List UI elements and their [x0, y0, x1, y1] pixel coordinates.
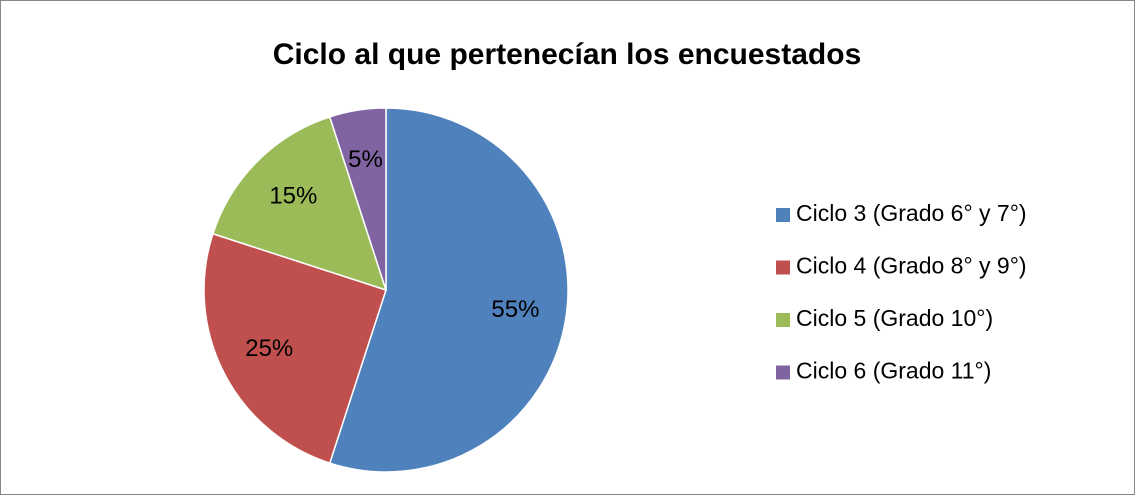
chart-title: Ciclo al que pertenecían los encuestados [273, 38, 862, 71]
legend-swatch [776, 260, 790, 275]
pie-slice [328, 107, 387, 291]
pie-slice [211, 115, 388, 292]
legend-label: Ciclo 3 (Grado 6° y 7°) [796, 200, 1027, 226]
legend-label: Ciclo 5 (Grado 10°) [796, 305, 993, 331]
legend-swatch [776, 208, 790, 222]
data-label: 25% [245, 335, 293, 362]
legend-label: Ciclo 6 (Grado 11°) [796, 358, 991, 384]
legend-swatch [776, 365, 790, 380]
data-label: 55% [491, 296, 539, 323]
data-label: 15% [269, 183, 317, 210]
pie-slice [328, 107, 569, 473]
legend-swatch [776, 313, 790, 327]
pie-slice [203, 232, 387, 465]
legend-label: Ciclo 4 (Grado 8° y 9°) [796, 253, 1027, 279]
data-label: 5% [348, 146, 383, 173]
